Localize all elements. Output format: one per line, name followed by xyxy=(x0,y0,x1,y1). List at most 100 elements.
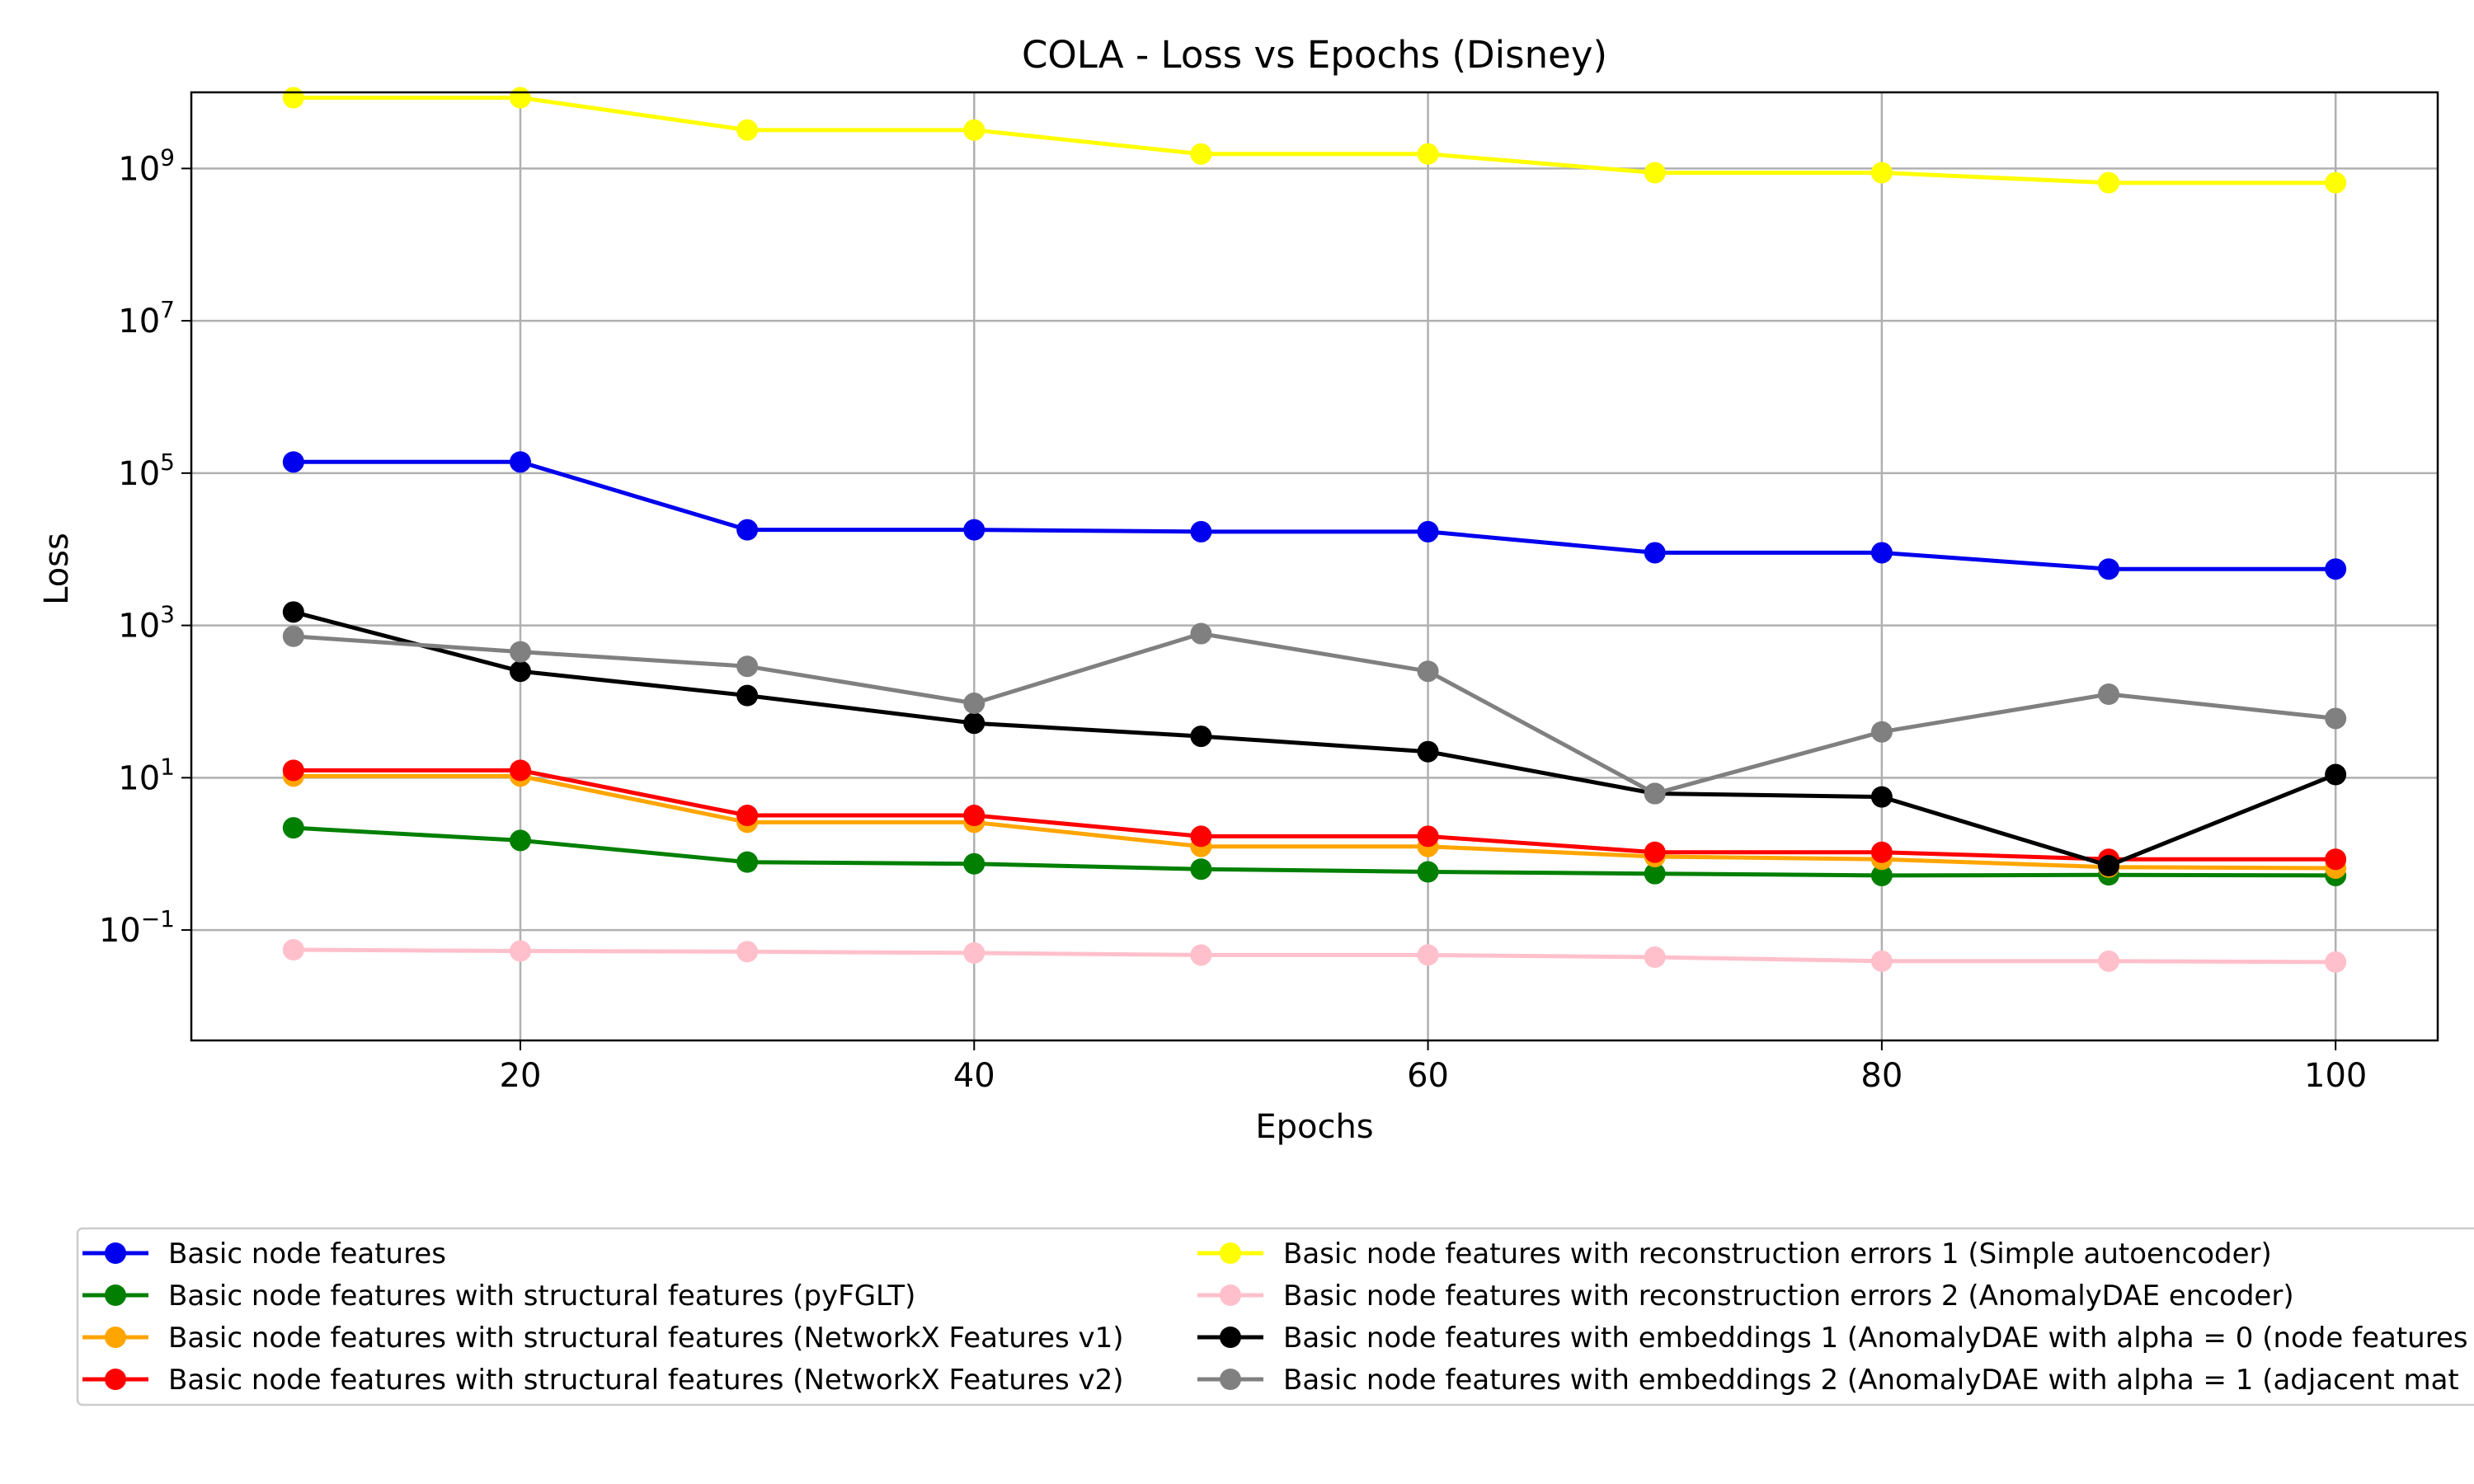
series-layer xyxy=(282,87,2347,973)
series-4-point-6 xyxy=(1644,162,1666,184)
series-line-0 xyxy=(293,459,2336,571)
series-line-7 xyxy=(293,632,2336,796)
series-5-point-2 xyxy=(736,941,759,963)
series-5-point-6 xyxy=(1644,946,1666,968)
series-4-point-0 xyxy=(282,87,304,109)
plot-frame xyxy=(190,91,2439,1042)
y-tick-label-2: 105 xyxy=(118,448,175,493)
series-3-point-7 xyxy=(1870,841,1893,863)
series-7-point-9 xyxy=(2325,707,2347,730)
legend-label-6: Basic node features with embeddings 1 (A… xyxy=(1283,1322,2468,1355)
series-3-point-6 xyxy=(1644,841,1666,863)
series-6-point-3 xyxy=(963,712,985,735)
series-0-point-2 xyxy=(736,519,759,541)
series-line-4 xyxy=(293,96,2336,186)
series-6-point-8 xyxy=(2098,855,2120,877)
series-6-point-5 xyxy=(1417,740,1439,763)
series-3-point-5 xyxy=(1417,825,1439,848)
legend-label-7: Basic node features with embeddings 2 (A… xyxy=(1283,1364,2459,1397)
series-line-1 xyxy=(293,825,2336,878)
series-5-point-1 xyxy=(509,940,531,962)
series-line-6 xyxy=(293,609,2337,868)
series-5-point-7 xyxy=(1870,950,1893,972)
series-0-point-8 xyxy=(2098,558,2120,580)
series-7-point-7 xyxy=(1870,721,1893,743)
legend-box xyxy=(76,1227,2474,1407)
axis-ticks: 20 40 60 80 100 109 107 105 103 101 10−1 xyxy=(99,143,2368,1095)
series-1-point-3 xyxy=(963,852,985,875)
series-1-point-7 xyxy=(1870,864,1893,886)
series-4-point-2 xyxy=(736,119,759,141)
series-6-point-1 xyxy=(509,660,531,683)
series-4-point-8 xyxy=(2098,171,2120,194)
series-3-point-4 xyxy=(1190,825,1212,848)
series-7-point-1 xyxy=(509,641,531,663)
legend-label-0: Basic node features xyxy=(168,1237,446,1270)
series-7-point-4 xyxy=(1190,622,1212,645)
legend: Basic node features Basic node features w… xyxy=(76,1227,2474,1407)
series-line-5 xyxy=(293,947,2336,965)
series-5-point-5 xyxy=(1417,944,1439,966)
series-4-point-3 xyxy=(963,119,985,141)
legend-swatch-marker-0 xyxy=(105,1242,126,1264)
chart-title: COLA - Loss vs Epochs (Disney) xyxy=(1022,33,1607,77)
y-tick-label-4: 101 xyxy=(118,753,175,797)
series-1-point-6 xyxy=(1644,862,1666,885)
series-0-point-0 xyxy=(282,451,304,473)
series-4-point-7 xyxy=(1870,162,1893,184)
legend-swatch-marker-3 xyxy=(105,1369,126,1390)
series-4-point-5 xyxy=(1417,143,1439,165)
series-5-point-4 xyxy=(1190,944,1212,966)
legend-label-3: Basic node features with structural feat… xyxy=(168,1364,1124,1397)
x-tick-label-100: 100 xyxy=(2304,1057,2367,1095)
series-3-point-3 xyxy=(963,805,985,827)
y-tick-label-3: 103 xyxy=(118,601,175,646)
y-tick-label-0: 109 xyxy=(118,143,175,188)
series-0-point-6 xyxy=(1644,542,1666,564)
y-tick-label-1: 107 xyxy=(118,296,175,340)
x-tick-label-80: 80 xyxy=(1860,1057,1903,1095)
series-6-point-7 xyxy=(1870,786,1893,808)
series-7-point-2 xyxy=(736,655,759,678)
series-6-point-4 xyxy=(1190,726,1212,748)
series-0-point-1 xyxy=(509,451,531,473)
series-line-2 xyxy=(293,773,2336,871)
series-line-3 xyxy=(293,768,2336,862)
series-5-point-3 xyxy=(963,942,985,964)
series-6-point-9 xyxy=(2325,763,2347,786)
x-tick-label-60: 60 xyxy=(1407,1057,1449,1095)
legend-swatch-marker-1 xyxy=(105,1284,126,1306)
series-7-point-6 xyxy=(1644,782,1666,805)
series-6-point-2 xyxy=(736,684,759,707)
y-axis-label: Loss xyxy=(38,533,76,605)
series-0-point-7 xyxy=(1870,542,1893,564)
series-3-point-2 xyxy=(736,805,759,827)
legend-swatch-marker-5 xyxy=(1220,1284,1241,1306)
series-1-point-5 xyxy=(1417,861,1439,883)
series-3-point-9 xyxy=(2325,848,2347,871)
series-0-point-9 xyxy=(2325,558,2347,580)
series-3-point-0 xyxy=(282,759,304,782)
legend-label-1: Basic node features with structural feat… xyxy=(168,1280,915,1313)
legend-swatch-marker-4 xyxy=(1220,1242,1241,1264)
x-axis-label: Epochs xyxy=(1255,1108,1373,1146)
legend-label-4: Basic node features with reconstruction … xyxy=(1283,1237,2272,1270)
series-4-point-1 xyxy=(509,87,531,109)
series-1-point-4 xyxy=(1190,858,1212,881)
legend-label-5: Basic node features with reconstruction … xyxy=(1283,1280,2294,1313)
series-7-point-3 xyxy=(963,693,985,715)
legend-swatch-marker-2 xyxy=(105,1327,126,1348)
series-4-point-9 xyxy=(2325,171,2347,194)
legend-swatch-marker-7 xyxy=(1220,1369,1241,1390)
series-5-point-9 xyxy=(2325,951,2347,973)
series-0-point-3 xyxy=(963,519,985,541)
series-7-point-5 xyxy=(1417,660,1439,683)
series-1-point-2 xyxy=(736,851,759,873)
series-5-point-8 xyxy=(2098,950,2120,972)
series-3-point-1 xyxy=(509,759,531,782)
series-1-point-1 xyxy=(509,829,531,852)
series-0-point-5 xyxy=(1417,520,1439,542)
series-0-point-4 xyxy=(1190,520,1212,542)
series-4-point-4 xyxy=(1190,143,1212,165)
